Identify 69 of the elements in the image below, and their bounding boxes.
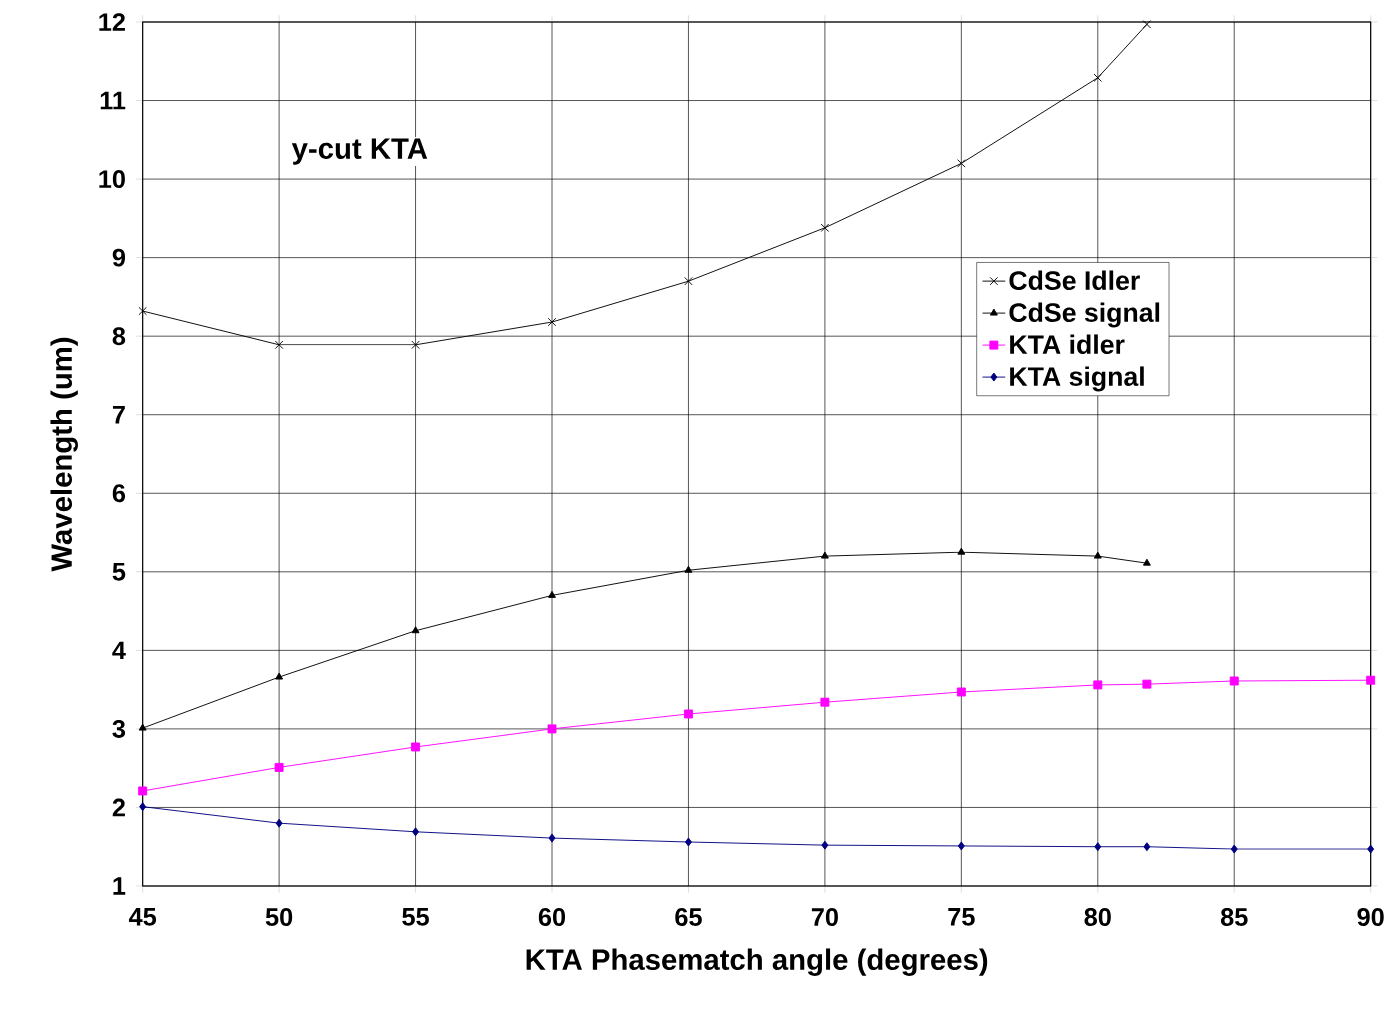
y-tick-label: 10: [99, 170, 125, 189]
point: [1094, 842, 1102, 852]
x-tick-label: 85: [1220, 908, 1248, 926]
point: [1093, 73, 1103, 82]
point: [821, 840, 829, 850]
point: [548, 833, 556, 843]
y-tick-label: 8: [112, 327, 126, 346]
point: [1230, 844, 1238, 854]
point: [547, 724, 557, 734]
point: [411, 626, 420, 634]
point: [820, 551, 829, 559]
point: [684, 276, 693, 286]
point: [274, 762, 284, 772]
point: [138, 723, 147, 731]
x-tick-label: 80: [1084, 908, 1111, 926]
x-tick-label: 65: [675, 908, 702, 926]
y-tick-label: 6: [112, 484, 126, 503]
point: [411, 340, 420, 350]
point: [820, 697, 830, 707]
legend-label: CdSe Idler: [1009, 270, 1140, 291]
point: [1367, 844, 1375, 854]
point: [411, 742, 421, 752]
point: [957, 547, 966, 555]
y-tick-label: 1: [113, 877, 126, 895]
legend-label: KTA signal: [1010, 366, 1144, 392]
x-tick-label: 90: [1357, 908, 1384, 926]
point: [274, 340, 284, 350]
point: [957, 841, 965, 851]
point: [138, 786, 148, 796]
legend-label: KTA idler: [1010, 334, 1125, 355]
point: [275, 818, 283, 828]
point: [1142, 20, 1152, 29]
point: [1093, 680, 1103, 690]
y-tick-label: 2: [112, 798, 125, 817]
point: [1093, 551, 1102, 559]
x-tick-label: 55: [402, 908, 429, 926]
point: [275, 672, 284, 680]
x-tick-label: 70: [811, 908, 838, 926]
point: [956, 687, 966, 697]
point: [820, 223, 830, 233]
y-tick-label: 9: [112, 248, 126, 267]
annotation: y-cut KTA: [291, 138, 428, 165]
point: [1229, 676, 1239, 686]
x-axis-title: KTA Phasematch angle (degrees): [526, 948, 988, 976]
point: [412, 827, 420, 837]
legend-label: CdSe signal: [1009, 302, 1160, 328]
y-axis-title: Wavelength (um): [50, 337, 78, 572]
y-tick-label: 3: [112, 719, 126, 738]
point: [1142, 679, 1152, 689]
x-tick-label: 60: [538, 908, 566, 926]
point: [684, 837, 692, 847]
x-tick-label: 75: [948, 908, 975, 926]
point: [548, 590, 556, 598]
x-tick-label: 45: [128, 908, 157, 926]
x-tick-label: 50: [265, 908, 293, 926]
y-tick-label: 5: [112, 562, 126, 581]
point: [139, 802, 147, 812]
y-tick-label: 12: [99, 13, 125, 31]
point: [1142, 558, 1151, 566]
point: [138, 306, 147, 316]
y-tick-label: 7: [112, 406, 125, 424]
point: [683, 709, 693, 719]
point: [684, 565, 693, 573]
point: [957, 159, 966, 168]
point: [1143, 842, 1151, 852]
y-tick-label: 11: [100, 91, 126, 110]
y-tick-label: 4: [112, 641, 126, 660]
point: [547, 317, 557, 327]
point: [1366, 675, 1376, 685]
